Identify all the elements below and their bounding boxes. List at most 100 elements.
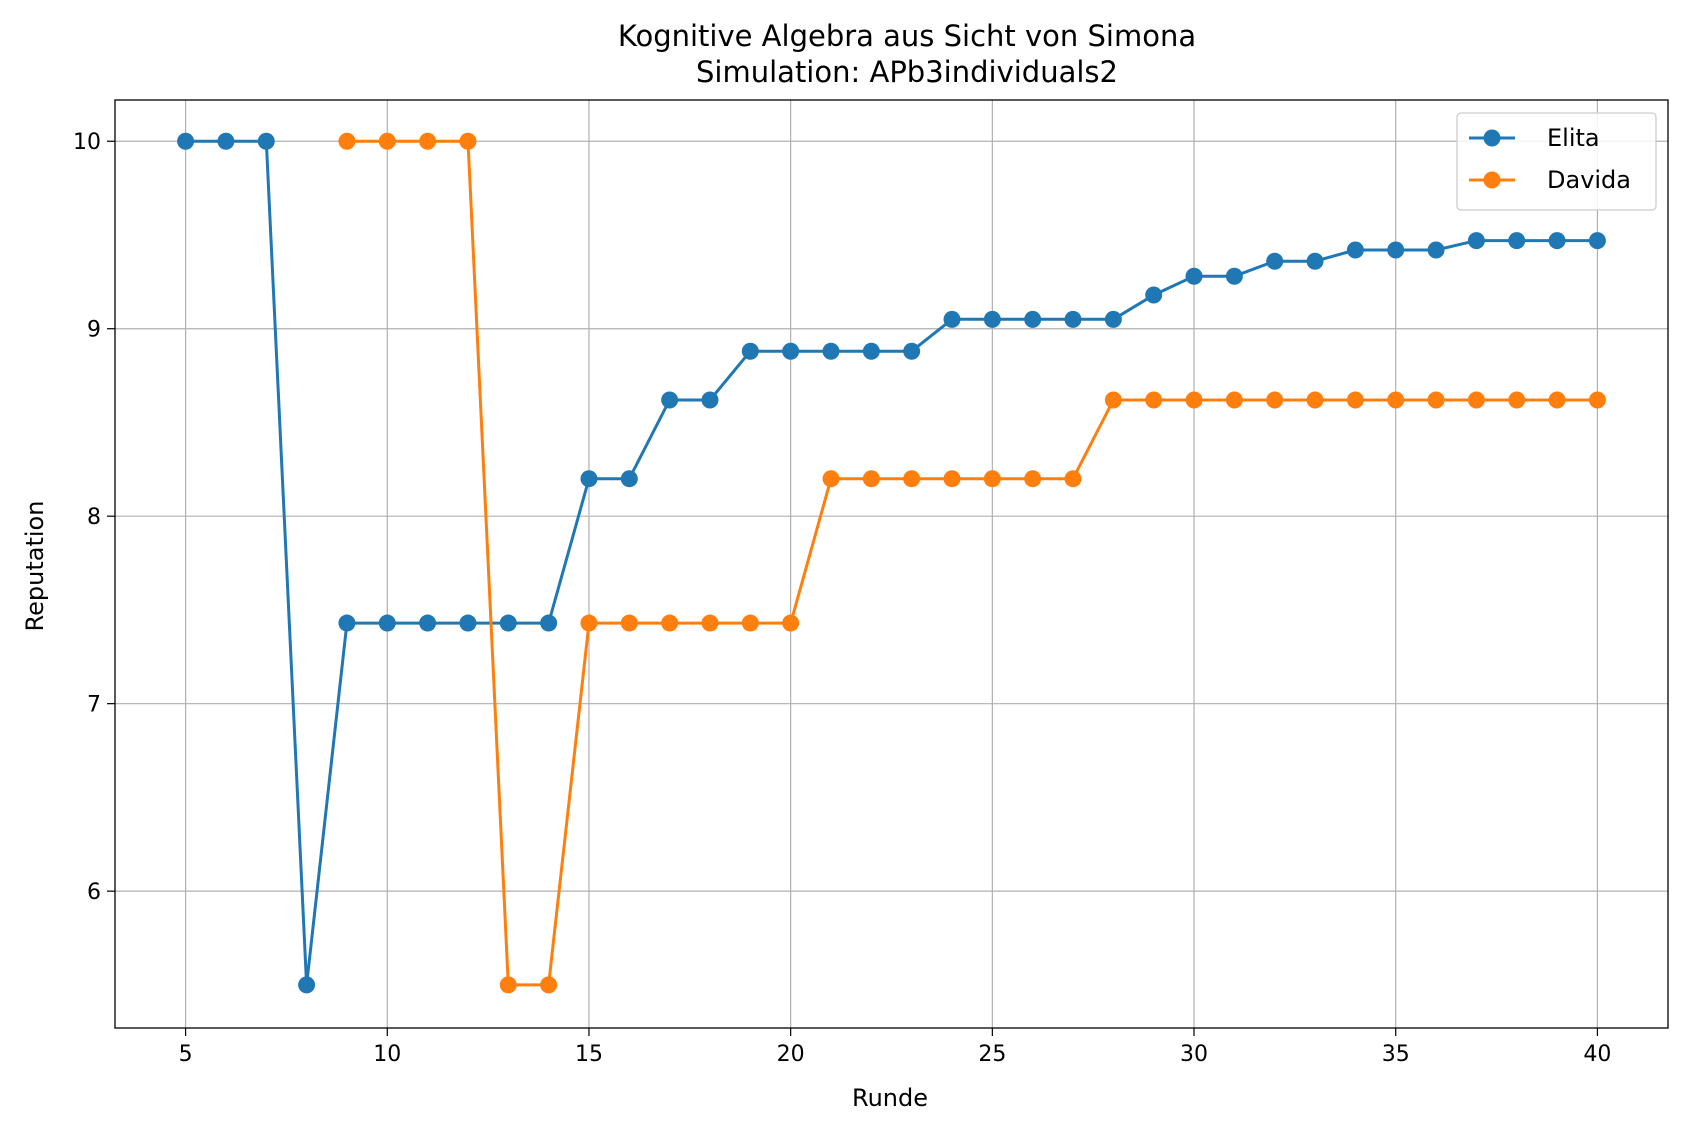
data-point-davida: [661, 614, 679, 632]
data-point-elita: [1427, 241, 1445, 259]
data-point-davida: [1508, 391, 1526, 409]
data-point-elita: [217, 132, 235, 150]
data-point-davida: [419, 132, 437, 150]
data-point-davida: [1467, 391, 1485, 409]
y-axis-label: Reputation: [21, 501, 49, 632]
data-point-davida: [580, 614, 598, 632]
data-point-davida: [822, 470, 840, 488]
data-point-davida: [701, 614, 719, 632]
legend-item-elita: Elita: [1469, 124, 1600, 152]
data-point-elita: [540, 614, 558, 632]
y-tick-label: 9: [87, 318, 101, 343]
data-point-elita: [701, 391, 719, 409]
data-point-davida: [862, 470, 880, 488]
data-point-davida: [1024, 470, 1042, 488]
data-point-davida: [1588, 391, 1606, 409]
data-point-elita: [1145, 286, 1163, 304]
legend-item-davida: Davida: [1469, 166, 1631, 194]
x-tick-label: 25: [978, 1042, 1006, 1067]
data-point-davida: [499, 976, 517, 994]
data-point-elita: [1346, 241, 1364, 259]
series-line-davida: [346, 139, 1598, 987]
data-point-elita: [580, 470, 598, 488]
data-point-elita: [1387, 241, 1405, 259]
data-point-davida: [983, 470, 1001, 488]
data-point-davida: [741, 614, 759, 632]
grid: [115, 100, 1668, 1028]
x-tick-label: 20: [777, 1042, 805, 1067]
data-point-elita: [499, 614, 517, 632]
data-point-davida: [1104, 391, 1122, 409]
chart-subtitle: Simulation: APb3individuals2: [696, 55, 1118, 89]
x-axis-label: Runde: [852, 1084, 928, 1112]
data-point-davida: [1387, 391, 1405, 409]
data-point-davida: [1548, 391, 1566, 409]
data-point-elita: [257, 132, 275, 150]
data-point-elita: [1306, 252, 1324, 270]
data-point-elita: [741, 342, 759, 360]
data-point-davida: [459, 132, 477, 150]
data-point-elita: [782, 342, 800, 360]
chart-title-group: Kognitive Algebra aus Sicht von Simona S…: [618, 19, 1196, 89]
data-point-elita: [1508, 232, 1526, 250]
data-point-elita: [1588, 232, 1606, 250]
y-tick-label: 6: [87, 880, 101, 905]
data-point-elita: [298, 976, 316, 994]
data-point-davida: [1185, 391, 1203, 409]
x-tick-label: 35: [1382, 1042, 1410, 1067]
data-point-elita: [983, 310, 1001, 328]
data-point-elita: [1467, 232, 1485, 250]
x-tick-label: 5: [179, 1042, 193, 1067]
data-point-davida: [1145, 391, 1163, 409]
x-tick-label: 30: [1180, 1042, 1208, 1067]
data-point-elita: [1064, 310, 1082, 328]
y-tick-label: 7: [87, 693, 101, 718]
data-point-elita: [378, 614, 396, 632]
data-point-elita: [1024, 310, 1042, 328]
x-tick-label: 40: [1583, 1042, 1611, 1067]
data-point-davida: [1346, 391, 1364, 409]
legend-label-davida: Davida: [1547, 166, 1631, 194]
data-point-elita: [661, 391, 679, 409]
data-point-elita: [822, 342, 840, 360]
series-elita: [177, 132, 1606, 994]
data-point-elita: [177, 132, 195, 150]
x-tick-label: 15: [575, 1042, 603, 1067]
data-point-davida: [903, 470, 921, 488]
legend-marker-davida: [1483, 171, 1501, 189]
legend: Elita Davida: [1456, 112, 1657, 211]
data-point-elita: [862, 342, 880, 360]
data-point-davida: [1064, 470, 1082, 488]
series-line-elita: [185, 139, 1598, 987]
axis-ticks: 5 10 15 20 25 30 35 40 6 7 8 9 10: [73, 130, 1611, 1067]
series-davida: [338, 132, 1606, 994]
y-tick-label: 10: [73, 130, 101, 155]
series-layer: [177, 132, 1606, 994]
legend-label-elita: Elita: [1547, 124, 1600, 152]
data-point-elita: [620, 470, 638, 488]
data-point-elita: [1104, 310, 1122, 328]
data-point-davida: [1306, 391, 1324, 409]
data-point-elita: [419, 614, 437, 632]
y-tick-label: 8: [87, 505, 101, 530]
data-point-elita: [1185, 267, 1203, 285]
x-tick-label: 10: [373, 1042, 401, 1067]
data-point-davida: [620, 614, 638, 632]
data-point-elita: [1225, 267, 1243, 285]
legend-marker-elita: [1483, 129, 1501, 147]
data-point-elita: [338, 614, 356, 632]
data-point-elita: [1266, 252, 1284, 270]
data-point-davida: [540, 976, 558, 994]
data-point-davida: [1266, 391, 1284, 409]
data-point-davida: [378, 132, 396, 150]
data-point-davida: [1225, 391, 1243, 409]
data-point-davida: [338, 132, 356, 150]
data-point-davida: [782, 614, 800, 632]
data-point-elita: [1548, 232, 1566, 250]
data-point-elita: [459, 614, 477, 632]
chart-title: Kognitive Algebra aus Sicht von Simona: [618, 19, 1196, 53]
plot-area-frame: [114, 99, 1669, 1029]
data-point-davida: [943, 470, 961, 488]
data-point-elita: [903, 342, 921, 360]
